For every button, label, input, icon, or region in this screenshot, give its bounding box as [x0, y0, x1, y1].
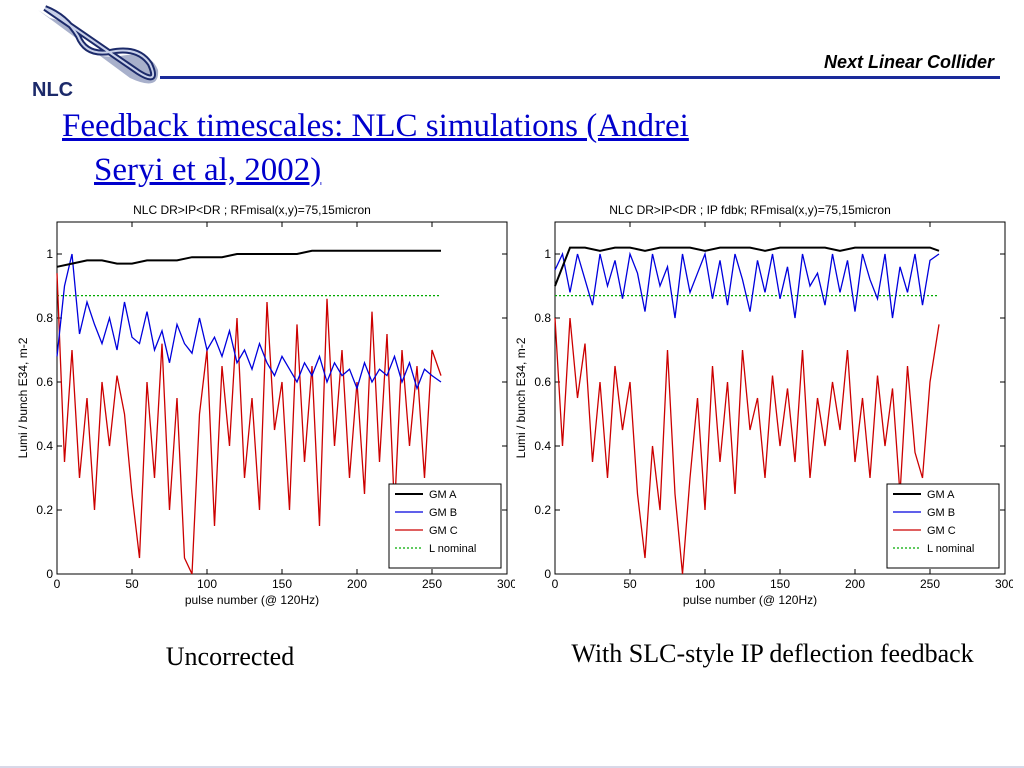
legend-entry: L nominal — [429, 543, 476, 555]
y-tick-label: 0.8 — [36, 311, 53, 325]
slide-title: Feedback timescales: NLC simulations (An… — [62, 104, 962, 192]
y-tick-label: 0 — [544, 567, 551, 581]
y-tick-label: 0.8 — [534, 311, 551, 325]
x-tick-label: 250 — [920, 577, 940, 591]
header-rule — [160, 76, 1000, 79]
legend-entry: GM C — [927, 525, 956, 537]
series-line-gm-b — [554, 251, 940, 319]
x-tick-label: 100 — [695, 577, 715, 591]
chart-ip-feedback: NLC DR>IP<DR ; IP fdbk; RFmisal(x,y)=75,… — [514, 203, 1013, 607]
x-tick-label: 200 — [347, 577, 367, 591]
x-tick-label: 300 — [995, 577, 1013, 591]
y-axis-label: Lumi / bunch E34, m-2 — [16, 337, 30, 458]
series-line-gm-c — [554, 317, 940, 575]
legend-entry: GM B — [429, 507, 457, 519]
legend: GM A GM B GM C L nominal — [388, 483, 502, 569]
legend: GM A GM B GM C L nominal — [886, 483, 1000, 569]
x-axis-label: pulse number (@ 120Hz) — [683, 593, 817, 607]
x-tick-label: 200 — [845, 577, 865, 591]
nlc-logo: NLC — [32, 5, 159, 101]
y-tick-label: 0.2 — [534, 503, 551, 517]
legend-entry: GM B — [927, 507, 955, 519]
x-tick-label: 150 — [770, 577, 790, 591]
footer-line — [0, 766, 1024, 768]
slide-title-line1: Feedback timescales: NLC simulations (An… — [62, 108, 689, 144]
legend-box — [388, 483, 502, 569]
series-line-gm-a — [56, 249, 441, 268]
y-tick-label: 0 — [46, 567, 53, 581]
x-tick-label: 250 — [422, 577, 442, 591]
header-title: Next Linear Collider — [823, 52, 994, 72]
chart-title: NLC DR>IP<DR ; RFmisal(x,y)=75,15micron — [133, 203, 371, 217]
x-tick-label: 0 — [54, 577, 61, 591]
legend-entry: GM A — [429, 489, 457, 501]
x-axis-label: pulse number (@ 120Hz) — [185, 593, 319, 607]
x-tick-label: 100 — [197, 577, 217, 591]
x-tick-label: 0 — [552, 577, 559, 591]
x-tick-label: 150 — [272, 577, 292, 591]
series-line-gm-b — [56, 253, 442, 391]
y-tick-label: 0.4 — [534, 439, 551, 453]
series-line-gm-c — [56, 273, 442, 575]
chart-title: NLC DR>IP<DR ; IP fdbk; RFmisal(x,y)=75,… — [609, 203, 891, 217]
logo-text: NLC — [32, 79, 73, 101]
legend-entry: GM C — [429, 525, 458, 537]
y-tick-label: 1 — [46, 247, 53, 261]
y-tick-label: 1 — [544, 247, 551, 261]
series-line-gm-a — [554, 246, 940, 287]
legend-entry: L nominal — [927, 543, 974, 555]
x-tick-label: 50 — [125, 577, 139, 591]
x-tick-label: 50 — [623, 577, 637, 591]
y-axis-label: Lumi / bunch E34, m-2 — [514, 337, 528, 458]
legend-box — [886, 483, 1000, 569]
chart-uncorrected: NLC DR>IP<DR ; RFmisal(x,y)=75,15micron 0… — [16, 203, 515, 607]
slide-title-line2: Seryi et al, 2002) — [94, 152, 322, 188]
caption-right: With SLC-style IP deflection feedback — [571, 639, 974, 668]
y-tick-label: 0.4 — [36, 439, 53, 453]
x-tick-label: 300 — [497, 577, 515, 591]
y-tick-label: 0.6 — [36, 375, 53, 389]
y-tick-label: 0.2 — [36, 503, 53, 517]
y-tick-label: 0.6 — [534, 375, 551, 389]
legend-entry: GM A — [927, 489, 955, 501]
caption-left: Uncorrected — [165, 642, 295, 671]
